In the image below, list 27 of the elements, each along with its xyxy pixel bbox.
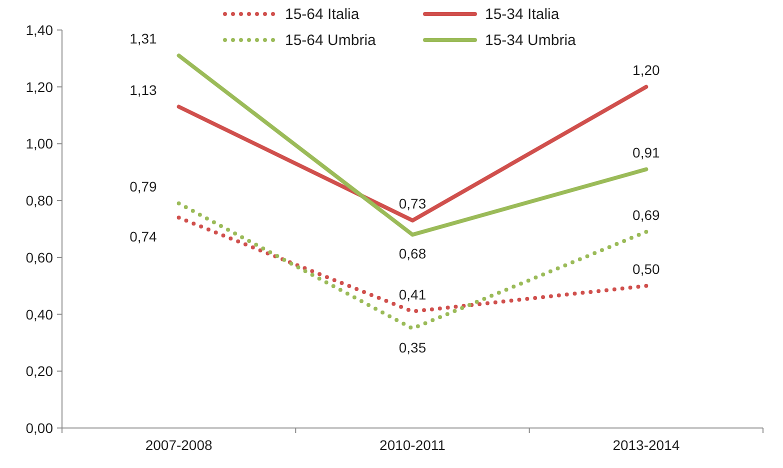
- data-label: 1,13: [130, 82, 158, 98]
- y-tick-label: 0,80: [26, 192, 54, 209]
- y-tick-label: 0,00: [26, 420, 54, 436]
- data-label: 0,74: [130, 228, 158, 245]
- data-label: 0,91: [632, 144, 660, 160]
- legend-label: 15-64 Italia: [285, 6, 360, 23]
- y-tick-label: 0,40: [26, 306, 54, 322]
- legend-label: 15-64 Umbria: [285, 32, 377, 49]
- y-tick-label: 1,20: [26, 78, 54, 95]
- data-label: 0,50: [632, 260, 660, 277]
- legend-label: 15-34 Italia: [485, 6, 560, 23]
- data-label: 1,31: [130, 30, 158, 47]
- data-label: 0,79: [130, 178, 158, 194]
- data-label: 0,35: [398, 340, 426, 356]
- y-tick-label: 0,60: [26, 249, 54, 266]
- y-tick-label: 1,00: [26, 136, 54, 152]
- legend-label: 15-34 Umbria: [485, 32, 577, 49]
- data-label: 0,41: [398, 286, 426, 302]
- x-tick-label: 2007-2008: [145, 437, 213, 453]
- data-label: 0,68: [398, 246, 426, 262]
- data-label: 1,20: [632, 62, 660, 78]
- y-tick-label: 0,20: [26, 363, 54, 380]
- x-tick-label: 2013-2014: [612, 437, 680, 453]
- data-label: 0,73: [398, 195, 426, 212]
- y-tick-label: 1,40: [26, 22, 54, 38]
- x-tick-label: 2010-2011: [380, 437, 446, 453]
- data-label: 0,69: [632, 206, 660, 223]
